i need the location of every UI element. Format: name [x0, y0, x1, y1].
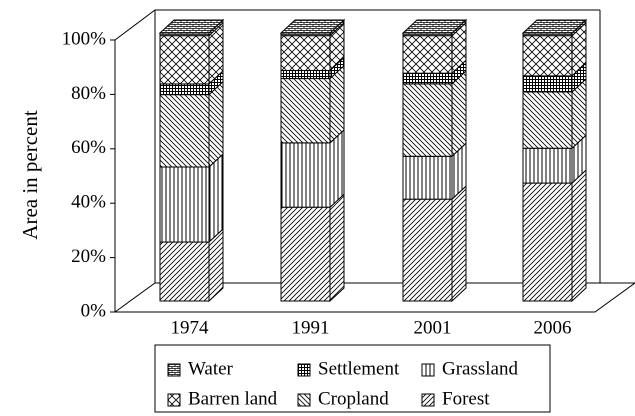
bar-segment	[522, 91, 573, 149]
bar-segment	[280, 35, 331, 72]
bar-segment-side	[329, 193, 345, 303]
y-tick-label: 80%	[71, 83, 106, 104]
bar-segment-side	[451, 185, 467, 303]
legend-swatch	[421, 363, 435, 377]
bar-segment	[402, 198, 453, 302]
bar-segment	[280, 78, 331, 144]
legend-label: Settlement	[318, 358, 400, 379]
legend-label: Forest	[442, 388, 490, 409]
bar-segment	[159, 35, 210, 85]
legend-label: Barren land	[188, 388, 278, 409]
bar-top	[158, 19, 225, 34]
bar-segment-side	[571, 168, 587, 303]
y-tick-label: 100%	[62, 28, 107, 49]
bar-segment	[159, 94, 210, 168]
bar-segment	[402, 83, 453, 157]
bar-segment	[159, 241, 210, 302]
bar-segment	[402, 72, 453, 85]
bar-segment-side	[208, 152, 224, 244]
x-tick-label: 2001	[414, 317, 452, 338]
x-tick-label: 1991	[292, 317, 330, 338]
bar-top	[401, 19, 468, 34]
legend-swatch	[297, 363, 311, 377]
bar-top	[521, 19, 588, 34]
bar-segment	[159, 166, 210, 243]
bar-segment	[522, 75, 573, 93]
legend-label: Grassland	[442, 358, 518, 379]
x-tick-label: 2006	[534, 317, 572, 338]
bar-segment	[522, 35, 573, 77]
bar-segment	[280, 70, 331, 80]
bar-top	[279, 19, 346, 34]
bar-segment	[159, 83, 210, 96]
y-axis-label: Area in percent	[18, 110, 42, 240]
legend	[154, 344, 551, 413]
legend-swatch	[167, 363, 181, 377]
bar-segment	[522, 147, 573, 184]
y-tick-label: 40%	[71, 192, 106, 213]
bar-segment	[402, 35, 453, 74]
legend-label: Cropland	[318, 388, 389, 409]
legend-swatch	[421, 393, 435, 407]
bar-segment	[280, 206, 331, 302]
legend-swatch	[297, 393, 311, 407]
x-tick-label: 1974	[171, 317, 210, 338]
legend-swatch	[167, 393, 181, 407]
chart-frame	[114, 9, 635, 313]
bar-segment	[522, 182, 573, 302]
y-tick-label: 20%	[71, 246, 106, 267]
legend-label: Water	[188, 358, 234, 379]
y-tick-label: 60%	[71, 137, 106, 158]
bar-segment-side	[208, 80, 224, 169]
y-tick-label: 0%	[81, 300, 107, 321]
bar-segment	[280, 142, 331, 208]
bar-segment	[402, 155, 453, 200]
bar-segment-side	[451, 69, 467, 158]
